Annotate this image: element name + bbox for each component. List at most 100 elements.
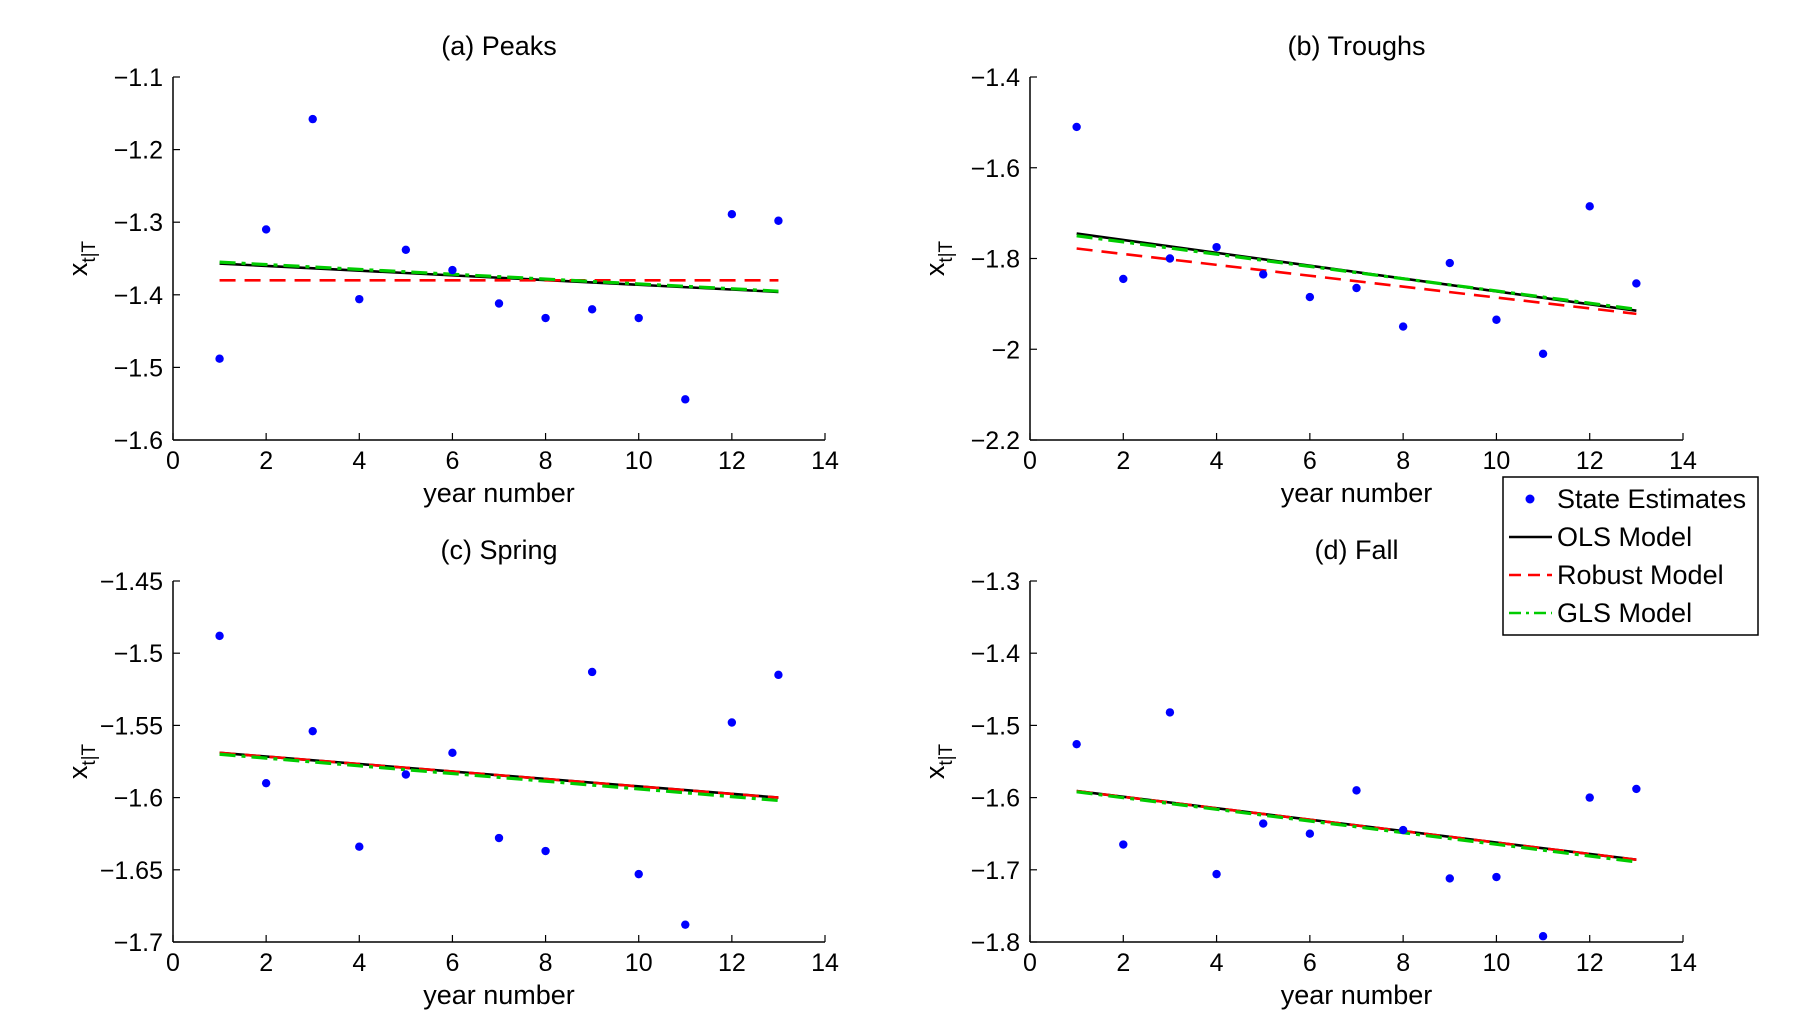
y-tick-label: −1.55 bbox=[100, 712, 163, 740]
legend-label: Robust Model bbox=[1557, 560, 1724, 590]
y-axis-label: xt|T bbox=[920, 240, 957, 276]
x-tick-label: 2 bbox=[1116, 447, 1130, 475]
point-state-estimate bbox=[355, 294, 364, 304]
y-axis-label-subscript: t|T bbox=[79, 240, 100, 262]
y-axis-label-main: x bbox=[63, 262, 93, 276]
point-state-estimate bbox=[1398, 322, 1408, 331]
point-state-estimate bbox=[634, 869, 643, 879]
point-state-estimate bbox=[1072, 739, 1081, 749]
point-state-estimate bbox=[1585, 793, 1594, 802]
y-axis-label: xt|T bbox=[920, 743, 957, 779]
point-state-estimate bbox=[1398, 825, 1408, 835]
line-ols-model bbox=[1076, 232, 1637, 312]
y-tick-label: −1.4 bbox=[971, 64, 1020, 92]
y-axis-label-subscript: t|T bbox=[936, 240, 957, 262]
x-tick-label: 0 bbox=[166, 949, 180, 977]
legend-entry-ols-model: OLS Model bbox=[1509, 522, 1692, 552]
panel-title: (d) Fall bbox=[1314, 535, 1398, 565]
point-state-estimate bbox=[727, 210, 737, 219]
panel-title: (a) Peaks bbox=[441, 31, 557, 61]
point-state-estimate bbox=[774, 670, 783, 680]
point-state-estimate bbox=[261, 225, 271, 234]
point-state-estimate bbox=[1212, 242, 1221, 252]
point-state-estimate bbox=[448, 748, 457, 758]
panels: 0 2 4 6 8 10 12 14 −1.6 −1.5 −1.4 −1.3 −1.2 −1.1 (a) P… bbox=[63, 31, 1697, 1010]
y-tick-label: −1.6 bbox=[971, 155, 1020, 183]
y-axis-label: xt|T bbox=[63, 743, 100, 779]
x-tick-label: 0 bbox=[166, 447, 180, 475]
y-tick-label: −1.1 bbox=[114, 64, 163, 92]
line-gls-model bbox=[219, 752, 779, 803]
y-tick-label: −1.2 bbox=[114, 137, 163, 165]
y-tick-label: −1.6 bbox=[114, 785, 163, 813]
x-tick-label: 4 bbox=[352, 949, 366, 977]
x-tick-label: 12 bbox=[1576, 949, 1604, 977]
x-tick-label: 12 bbox=[718, 949, 746, 977]
legend-entry-gls-model: GLS Model bbox=[1509, 598, 1692, 628]
point-state-estimate bbox=[1212, 869, 1221, 879]
line-robust-model bbox=[1076, 247, 1637, 316]
x-tick-label: 8 bbox=[539, 447, 553, 475]
point-state-estimate bbox=[541, 313, 550, 323]
point-state-estimate bbox=[1119, 840, 1128, 849]
y-tick-label: −1.65 bbox=[100, 857, 163, 885]
point-state-estimate bbox=[494, 833, 504, 843]
point-state-estimate bbox=[494, 299, 504, 308]
point-state-estimate bbox=[1632, 784, 1641, 794]
x-tick-label: 4 bbox=[352, 447, 366, 475]
x-axis-label: year number bbox=[423, 478, 575, 508]
panel-2: 0 2 4 6 8 10 12 14 −2.2 −2 −1.8 −1.6 −1.4 (b) Troughs… bbox=[920, 31, 1697, 508]
y-tick-label: −1.4 bbox=[971, 640, 1020, 668]
y-tick-label: −2.2 bbox=[971, 427, 1020, 455]
point-state-estimate bbox=[1259, 819, 1268, 828]
point-state-estimate bbox=[1585, 202, 1594, 211]
point-state-estimate bbox=[401, 770, 411, 779]
point-state-estimate bbox=[1305, 292, 1315, 302]
point-state-estimate bbox=[261, 778, 271, 788]
y-tick-label: −1.3 bbox=[114, 209, 163, 237]
y-tick-label: −1.5 bbox=[114, 640, 163, 668]
point-state-estimate bbox=[1259, 270, 1268, 279]
legend-marker-state-estimates bbox=[1525, 494, 1535, 504]
point-state-estimate bbox=[355, 842, 364, 851]
panel-title: (c) Spring bbox=[440, 535, 557, 565]
y-axis-label-subscript: t|T bbox=[79, 743, 100, 765]
x-tick-label: 14 bbox=[1669, 949, 1697, 977]
point-state-estimate bbox=[1632, 279, 1641, 288]
x-tick-label: 6 bbox=[445, 949, 459, 977]
point-state-estimate bbox=[1445, 874, 1454, 883]
y-tick-label: −1.4 bbox=[114, 282, 163, 310]
y-axis-label-subscript: t|T bbox=[936, 743, 957, 765]
x-tick-label: 8 bbox=[1396, 949, 1410, 977]
point-state-estimate bbox=[774, 216, 783, 225]
x-tick-label: 2 bbox=[259, 447, 273, 475]
point-state-estimate bbox=[587, 667, 597, 677]
x-tick-label: 10 bbox=[625, 447, 653, 475]
panel-title: (b) Troughs bbox=[1287, 31, 1425, 61]
point-state-estimate bbox=[681, 920, 690, 929]
legend-label: OLS Model bbox=[1557, 522, 1692, 552]
point-state-estimate bbox=[1165, 708, 1175, 717]
legend-box bbox=[1502, 476, 1759, 636]
y-tick-label: −1.5 bbox=[114, 354, 163, 382]
x-tick-label: 4 bbox=[1210, 447, 1224, 475]
line-gls-model bbox=[1076, 234, 1637, 311]
point-state-estimate bbox=[1305, 829, 1315, 838]
point-state-estimate bbox=[1165, 254, 1175, 263]
point-state-estimate bbox=[215, 631, 224, 641]
legend: State Estimates OLS Model Robust Model GLS … bbox=[1502, 476, 1759, 636]
x-axis-label: year number bbox=[423, 980, 575, 1010]
x-tick-label: 10 bbox=[1483, 949, 1511, 977]
panel-3: 0 2 4 6 8 10 12 14 −1.7 −1.65 −1.6 −1.55 −1.5 −1.45 (c… bbox=[63, 535, 839, 1010]
y-tick-label: −1.8 bbox=[971, 929, 1020, 957]
y-axis-label: xt|T bbox=[63, 240, 100, 276]
y-tick-label: −1.7 bbox=[114, 929, 163, 957]
legend-label: State Estimates bbox=[1557, 484, 1746, 514]
x-tick-label: 2 bbox=[259, 949, 273, 977]
x-tick-label: 6 bbox=[1303, 447, 1317, 475]
x-tick-label: 8 bbox=[539, 949, 553, 977]
point-state-estimate bbox=[634, 313, 643, 323]
panel-1: 0 2 4 6 8 10 12 14 −1.6 −1.5 −1.4 −1.3 −1.2 −1.1 (a) P… bbox=[63, 31, 839, 508]
line-gls-model bbox=[219, 260, 779, 293]
y-axis-label-main: x bbox=[920, 262, 950, 276]
